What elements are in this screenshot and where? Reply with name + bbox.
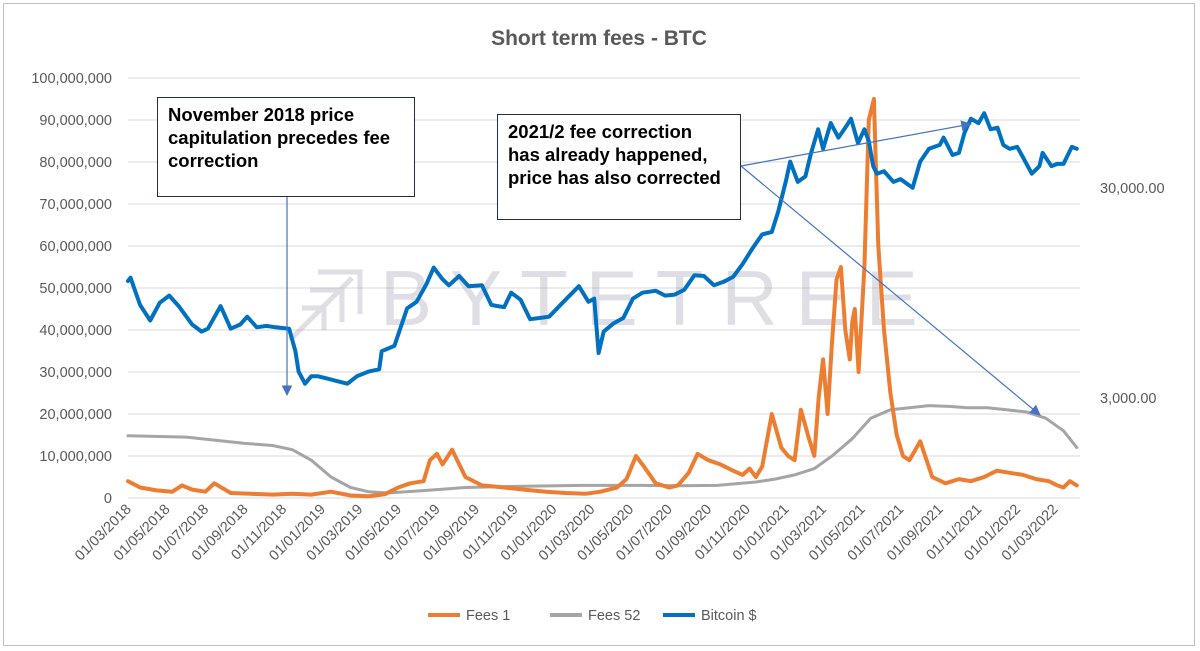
annotation-arrows — [281, 120, 1041, 416]
arrow-price-correction — [740, 120, 973, 167]
y-tick-label: 10,000,000 — [39, 449, 112, 465]
bytetree-logo-icon — [288, 269, 363, 342]
y-tick-label: 50,000,000 — [39, 281, 112, 297]
y-tick-label: 20,000,000 — [39, 407, 112, 423]
y-right-tick-label: 3,000.00 — [1100, 391, 1156, 407]
y-tick-label: 30,000,000 — [39, 365, 112, 381]
y-tick-label: 80,000,000 — [39, 155, 112, 171]
arrow-fee-correction — [740, 165, 1041, 416]
annotation-line: price has also corrected — [508, 167, 721, 188]
series-line-fees-1 — [126, 97, 1079, 499]
y-tick-label: 60,000,000 — [39, 239, 112, 255]
y-tick-label: 40,000,000 — [39, 323, 112, 339]
series-line-fees-52 — [126, 404, 1079, 495]
y-tick-label: 0 — [104, 491, 112, 507]
annotation-line: November 2018 price — [168, 104, 355, 125]
annotation-line: 2021/2 fee correction — [508, 121, 693, 142]
y-tick-label: 90,000,000 — [39, 113, 112, 129]
y-tick-label: 70,000,000 — [39, 197, 112, 213]
watermark: BYTETREE — [288, 254, 936, 342]
annotation-line: has already happened, — [508, 144, 708, 165]
series-lines — [126, 97, 1079, 499]
annotation-nov-2018: November 2018 price capitulation precede… — [157, 97, 415, 197]
series-line-bitcoin — [126, 111, 1079, 386]
legend-label: Bitcoin $ — [701, 608, 757, 624]
x-axis: 01/03/201801/05/201801/07/201801/09/2018… — [72, 502, 1061, 565]
y-tick-label: 100,000,000 — [31, 71, 112, 87]
annotation-2021-correction: 2021/2 fee correction has already happen… — [497, 114, 741, 220]
chart-title: Short term fees - BTC — [491, 27, 707, 50]
y-right-tick-label: 30,000.00 — [1100, 181, 1165, 197]
legend-label: Fees 1 — [466, 608, 510, 624]
watermark-text: BYTETREE — [380, 254, 936, 342]
annotation-line: capitulation precedes fee — [168, 127, 391, 148]
annotation-line: correction — [168, 150, 259, 171]
y-axis-right: 3,000.00 30,000.00 — [1100, 181, 1165, 407]
legend: Fees 1 Fees 52 Bitcoin $ — [428, 608, 757, 624]
y-axis-left: 0 10,000,000 20,000,000 30,000,000 40,000,00… — [31, 71, 112, 507]
legend-label: Fees 52 — [588, 608, 640, 624]
